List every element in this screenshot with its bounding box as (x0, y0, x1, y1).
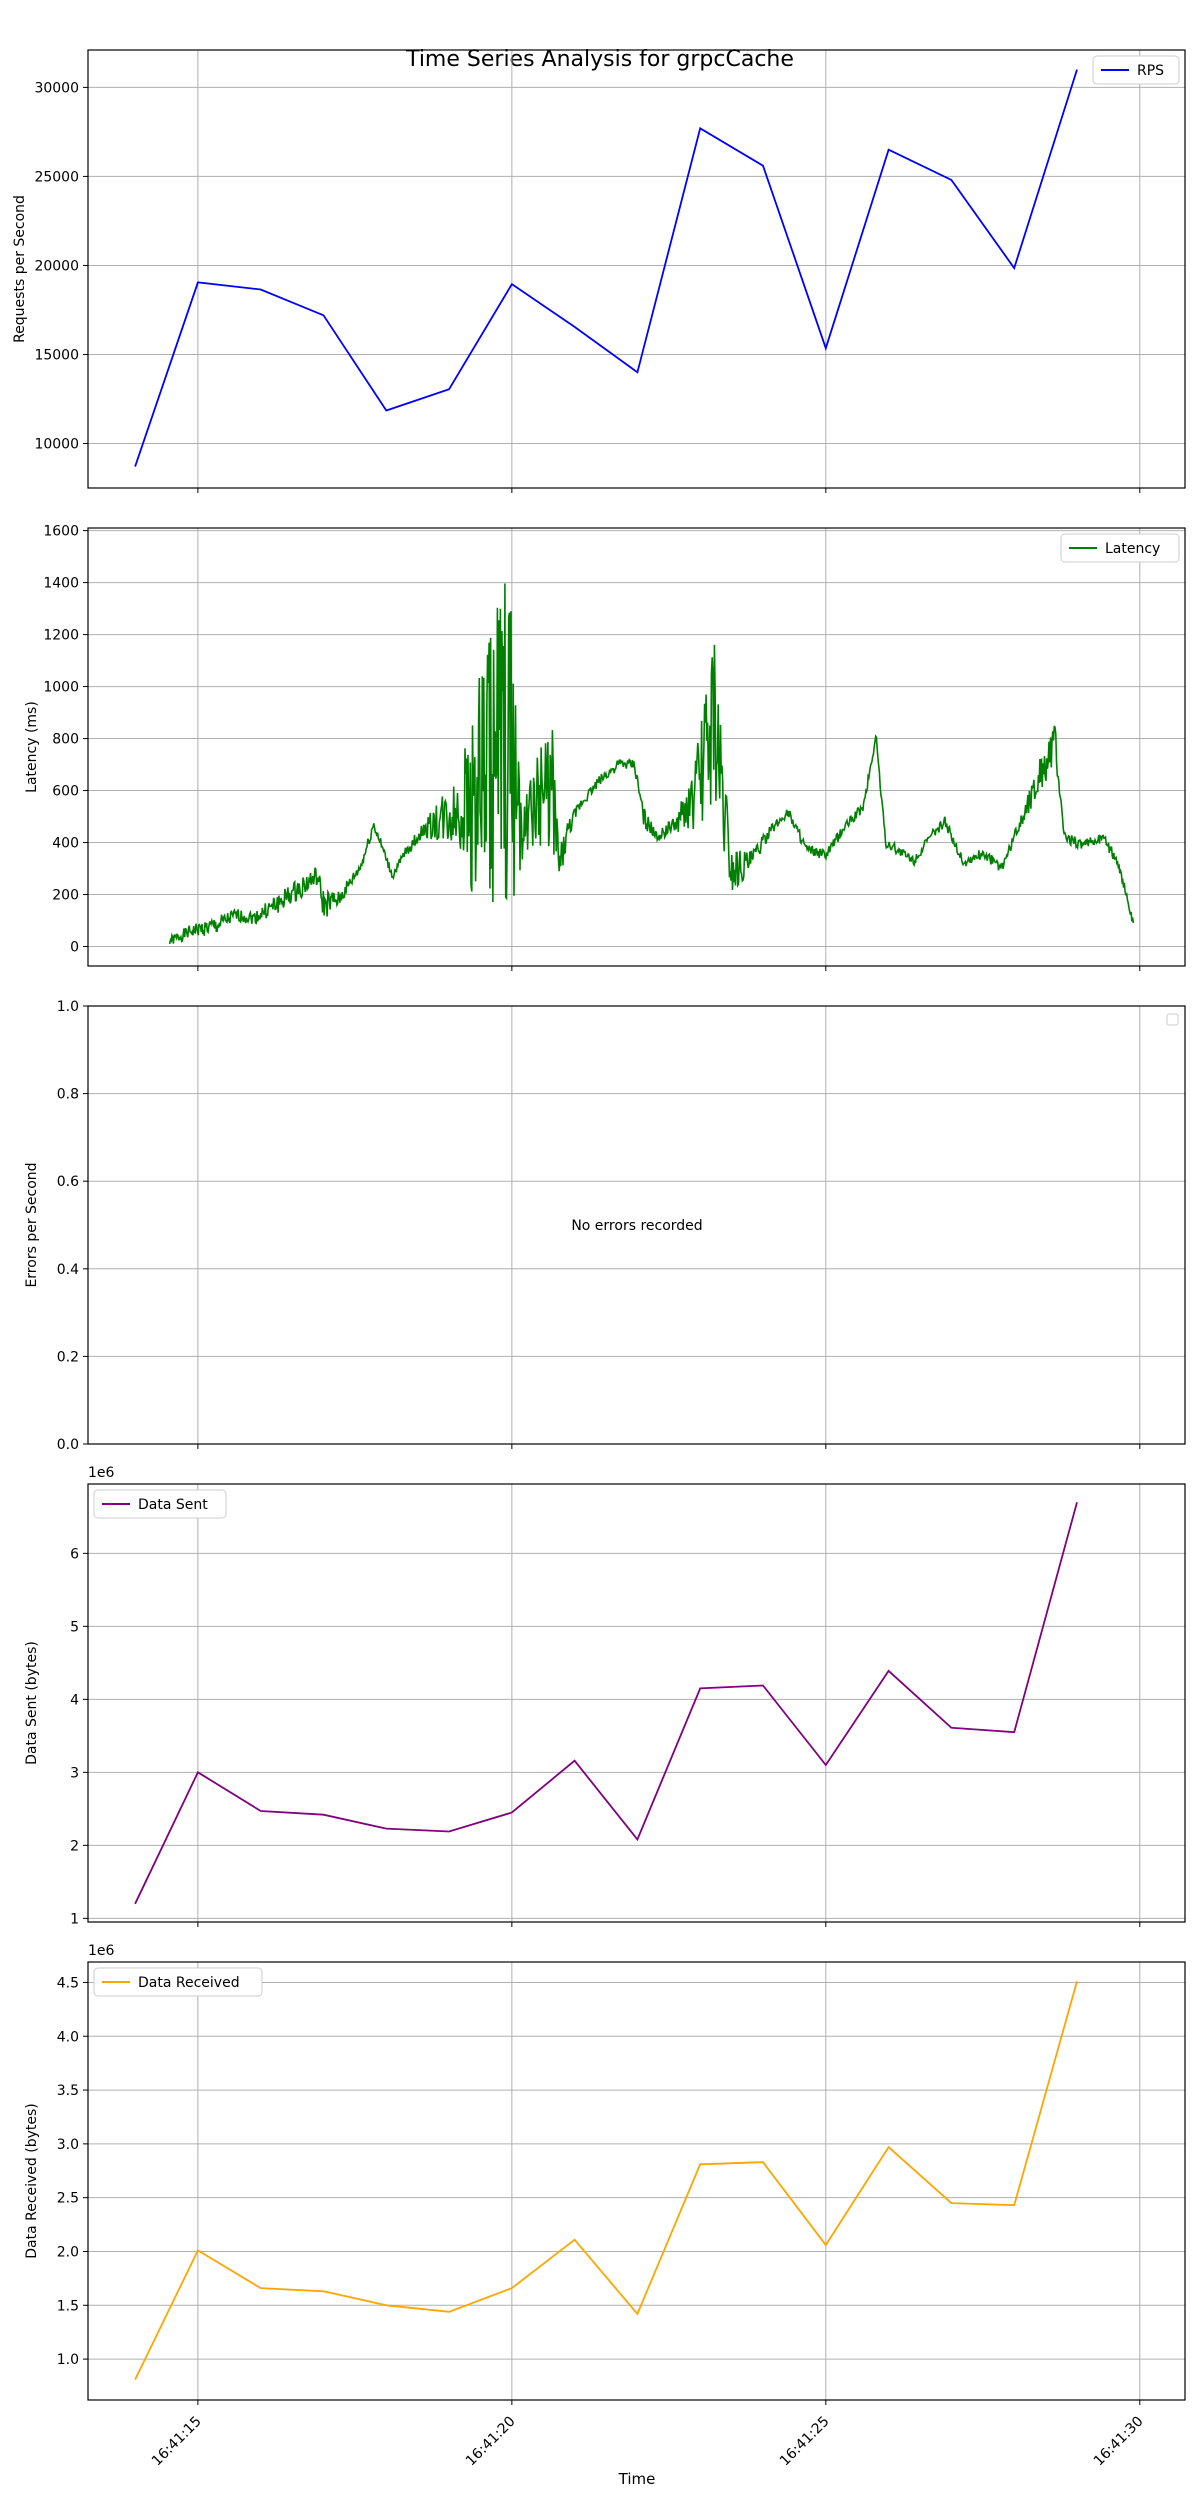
legend-box (1092, 55, 1180, 85)
legend: Latency (1060, 533, 1180, 563)
y-tick-label: 0.0 (57, 1437, 79, 1453)
legend-box (93, 1489, 227, 1519)
y-tick-label: 6 (70, 1546, 79, 1562)
x-tick-label: 16:41:20 (463, 2414, 519, 2470)
y-tick-label: 400 (52, 836, 79, 852)
y-axis-label: Data Sent (bytes) (24, 1641, 40, 1765)
series-line-rps (134, 69, 1078, 467)
y-tick-label: 2 (70, 1838, 79, 1854)
x-tick-label: 16:41:30 (1091, 2414, 1147, 2470)
y-tick-label: 1600 (43, 524, 79, 540)
legend-box (1166, 1013, 1179, 1026)
y-tick-label: 5 (70, 1619, 79, 1635)
legend: Data Sent (93, 1489, 227, 1519)
legend-label: Data Received (138, 1975, 240, 1991)
panel-5: 1.0 1.5 2.0 2.5 3.0 3.5 4.0 4.5 Data Received (b… (24, 1943, 1186, 2405)
series-line-latency (168, 583, 1135, 945)
legend-box (1060, 533, 1180, 563)
y-tick-label: 25000 (34, 169, 79, 185)
offset-text: 1e6 (88, 1465, 115, 1481)
legend: Data Received (93, 1967, 263, 1997)
y-tick-label: 1000 (43, 680, 79, 696)
x-tick-label: 16:41:25 (777, 2414, 833, 2470)
y-tick-label: 3.5 (57, 2083, 79, 2099)
y-axis-label: Data Received (bytes) (24, 2103, 40, 2259)
legend: RPS (1092, 55, 1180, 85)
y-tick-label: 1 (70, 1911, 79, 1927)
y-tick-label: 200 (52, 888, 79, 904)
panel-1: 10000 15000 20000 25000 30000 Requests per Se… (12, 49, 1186, 493)
y-axis-label: Latency (ms) (24, 701, 40, 793)
y-axis-label: Requests per Second (12, 195, 28, 343)
y-tick-label: 0.4 (57, 1262, 79, 1278)
y-tick-label: 600 (52, 784, 79, 800)
y-tick-label: 4.0 (57, 2029, 79, 2045)
y-tick-label: 4.5 (57, 1975, 79, 1991)
y-tick-label: 3 (70, 1765, 79, 1781)
y-tick-label: 800 (52, 732, 79, 748)
legend-label: Data Sent (138, 1497, 208, 1513)
axes-frame (87, 1961, 1186, 2401)
y-tick-label: 2.5 (57, 2191, 79, 2207)
y-tick-label: 4 (70, 1692, 79, 1708)
y-tick-label: 1.0 (57, 2352, 79, 2368)
y-tick-label: 15000 (34, 347, 79, 363)
y-tick-label: 30000 (34, 80, 79, 96)
legend (1166, 1013, 1179, 1026)
axes-frame (87, 1483, 1186, 1923)
y-tick-label: 1200 (43, 628, 79, 644)
offset-text: 1e6 (88, 1943, 115, 1959)
legend-label: RPS (1137, 63, 1164, 79)
y-tick-label: 20000 (34, 258, 79, 274)
legend-box (93, 1967, 263, 1997)
panel-4: 1 2 3 4 5 6 Data Sent (bytes) 1e6 Data Sent (24, 1465, 1186, 1927)
y-tick-label: 1.0 (57, 999, 79, 1015)
y-tick-label: 2.0 (57, 2244, 79, 2260)
y-tick-label: 10000 (34, 436, 79, 452)
figure-title: Time Series Analysis for grpcCache (405, 47, 794, 72)
panel-2: 0 200 400 600 800 1000 1200 1400 1600 Latency (ms… (24, 524, 1186, 971)
no-errors-annotation: No errors recorded (571, 1218, 702, 1234)
series-line-data-received (134, 1981, 1078, 2380)
y-tick-label: 1400 (43, 576, 79, 592)
legend-label: Latency (1105, 541, 1160, 557)
axes-frame (87, 1005, 1186, 1445)
axes-frame (87, 527, 1186, 967)
x-axis-label: Time (618, 2470, 656, 2488)
panel-3: 0.0 0.2 0.4 0.6 0.8 1.0 Errors per Second No er… (24, 999, 1186, 1453)
y-tick-label: 0 (70, 940, 79, 956)
y-tick-label: 0.2 (57, 1349, 79, 1365)
y-axis-label: Errors per Second (24, 1162, 40, 1287)
y-tick-label: 3.0 (57, 2137, 79, 2153)
axes-frame (87, 49, 1186, 489)
y-tick-label: 0.6 (57, 1174, 79, 1190)
x-tick-label: 16:41:15 (149, 2414, 205, 2470)
y-tick-label: 0.8 (57, 1087, 79, 1103)
series-line-data-sent (134, 1502, 1078, 1905)
y-tick-label: 1.5 (57, 2298, 79, 2314)
